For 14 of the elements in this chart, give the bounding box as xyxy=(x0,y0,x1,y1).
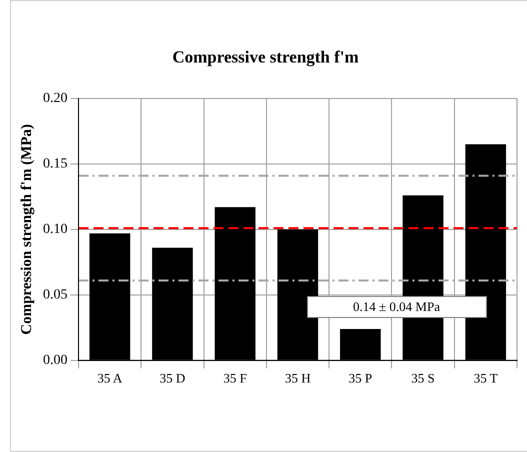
x-tick-label: 35 S xyxy=(411,370,435,386)
x-tick-label: 35 P xyxy=(348,370,372,386)
x-tick-label: 35 F xyxy=(223,370,247,386)
x-tick-label: 35 T xyxy=(474,370,498,386)
x-tick-label: 35 A xyxy=(97,370,123,386)
y-tick-label: 0.20 xyxy=(43,91,68,106)
y-tick-label: 0.15 xyxy=(43,156,68,172)
chart-title: Compressive strength f'm xyxy=(172,48,359,67)
y-tick-label: 0.05 xyxy=(43,288,68,303)
y-tick-label: 0.10 xyxy=(43,222,68,238)
x-tick-label: 35 D xyxy=(160,370,186,386)
y-tick-label: 0.00 xyxy=(43,353,68,368)
y-axis-title: Compression strength f'm (MPa) xyxy=(18,124,35,335)
x-tick-label: 35 H xyxy=(284,370,311,386)
